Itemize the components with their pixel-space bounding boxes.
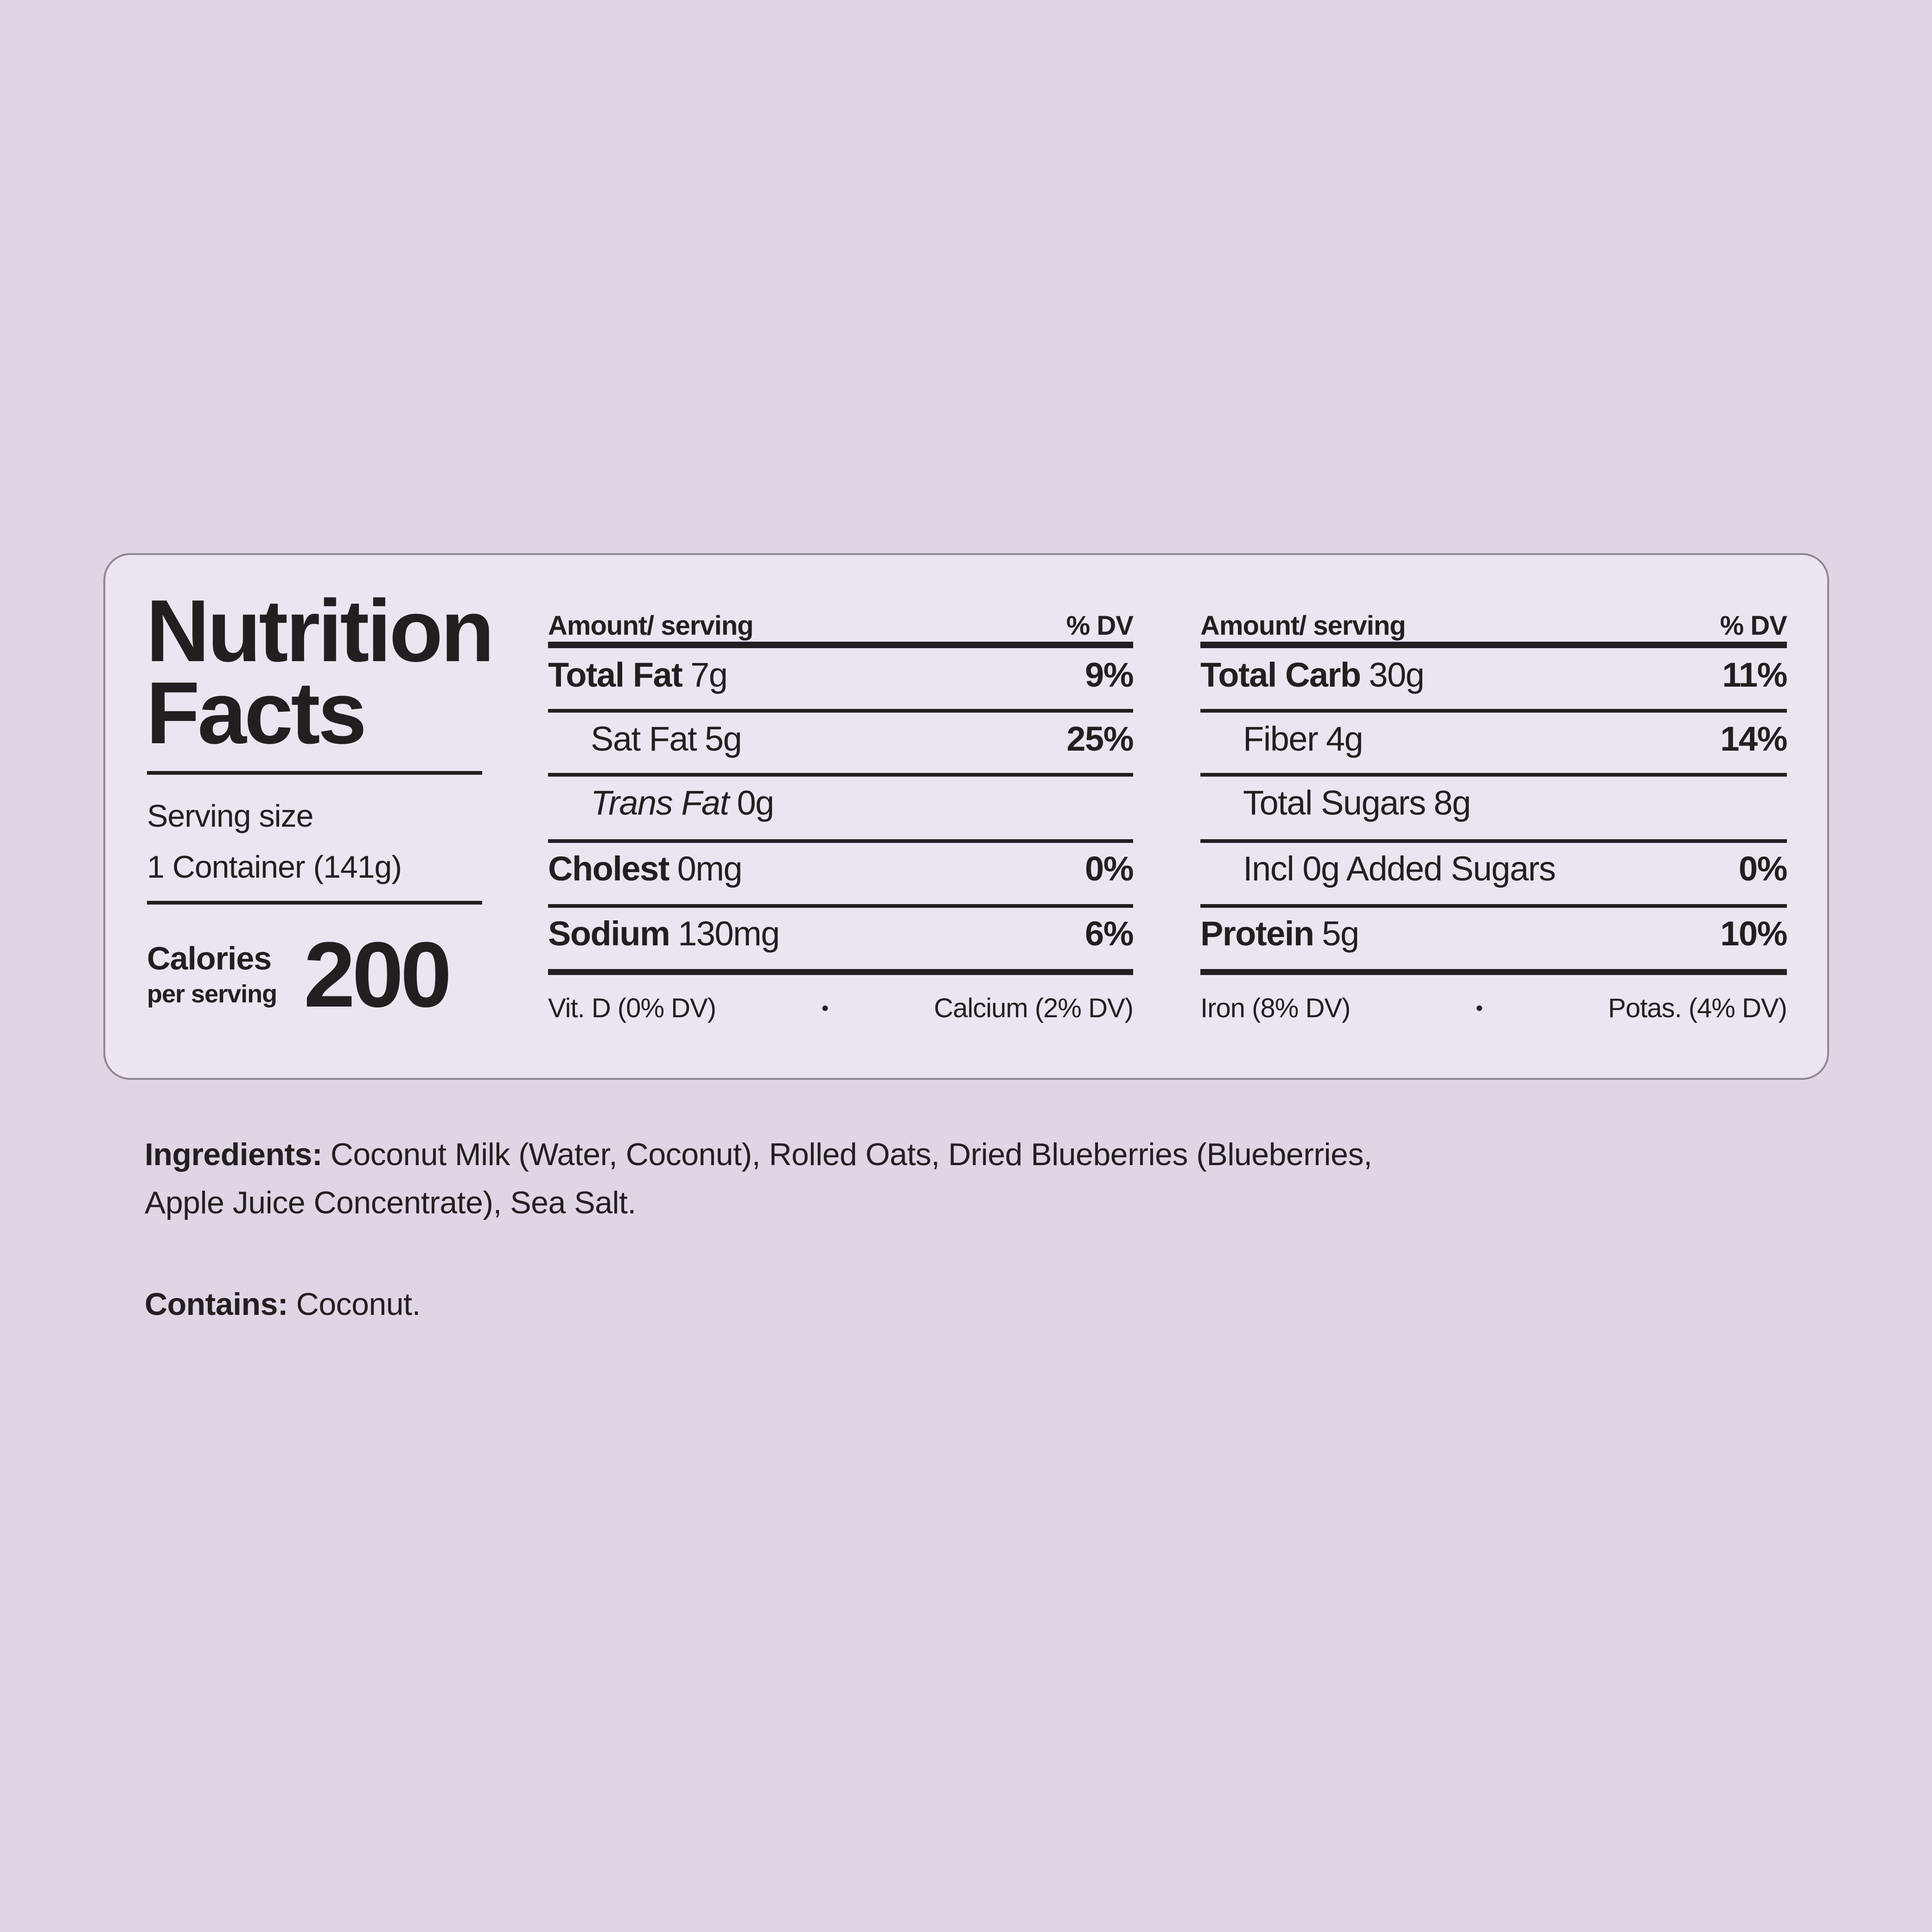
title-line-1: Nutrition [146, 582, 494, 680]
nutrient-row-cholesterol: Cholest 0mg 0% [548, 849, 1134, 892]
nutrient-row-added-sugars: Incl 0g Added Sugars 0% [1200, 852, 1787, 892]
nutrient-dv: 0% [1739, 849, 1787, 888]
micronutrient-footer: Vit. D (0% DV) • Calcium (2% DV) [548, 993, 1134, 1024]
micronutrient-right: Potas. (4% DV) [1608, 993, 1787, 1023]
nutrient-amount: 5g [1322, 914, 1359, 953]
nutrient-amount: 0g [737, 784, 774, 822]
serving-size-label: Serving size [147, 798, 313, 834]
nutrient-row-fiber: Fiber 4g 14% [1200, 722, 1787, 762]
nutrient-name: Total Fat [548, 656, 683, 694]
divider [147, 901, 482, 905]
column-header: Amount/ serving % DV [548, 601, 1134, 641]
row-rule [548, 773, 1133, 777]
nutrient-name: Total Carb [1200, 656, 1361, 694]
nutrient-row-sodium: Sodium 130mg 6% [548, 914, 1134, 956]
row-rule [1200, 773, 1787, 777]
nutrient-dv: 14% [1720, 720, 1787, 758]
nutrient-name: Sat Fat [591, 720, 697, 758]
column-header: Amount/ serving % DV [1200, 601, 1787, 641]
calories-sublabel: per serving [147, 980, 277, 1008]
nutrient-column-1: Amount/ serving % DV Total Fat 7g 9% Sat … [548, 555, 1134, 1082]
nutrition-facts-panel: Nutrition Facts Serving size 1 Container… [103, 553, 1829, 1080]
micronutrient-footer: Iron (8% DV) • Potas. (4% DV) [1200, 993, 1787, 1024]
nutrient-dv: 0% [1085, 849, 1134, 888]
bullet-separator: • [821, 996, 829, 1020]
nutrient-dv: 10% [1720, 914, 1787, 953]
header-rule [1200, 642, 1787, 648]
nutrient-dv: 25% [1066, 720, 1134, 758]
divider [147, 771, 482, 775]
nutrient-name: Trans Fat [591, 784, 729, 822]
amount-per-serving-header: Amount/ serving [548, 611, 754, 641]
nutrient-dv: 11% [1722, 656, 1787, 694]
micronutrient-right: Calcium (2% DV) [934, 993, 1134, 1023]
nutrient-amount: 7g [690, 656, 728, 694]
nutrient-row-total-fat: Total Fat 7g 9% [548, 656, 1134, 698]
percent-dv-header: % DV [1066, 611, 1134, 641]
nutrient-dv: 6% [1085, 914, 1134, 953]
serving-size-value: 1 Container (141g) [147, 849, 402, 885]
nutrient-row-sat-fat: Sat Fat 5g 25% [548, 720, 1134, 762]
nutrient-amount: 5g [704, 720, 742, 758]
nutrient-amount: 4g [1326, 720, 1364, 758]
bullet-separator: • [1476, 996, 1483, 1020]
nutrient-column-2: Amount/ serving % DV Total Carb 30g 11% F… [1200, 555, 1787, 1082]
row-rule [548, 904, 1133, 908]
nutrient-row-total-carb: Total Carb 30g 11% [1200, 658, 1787, 698]
row-rule [548, 839, 1133, 843]
nutrient-name: Cholest [548, 849, 670, 888]
row-rule [1200, 904, 1787, 908]
row-rule [1200, 709, 1787, 713]
footer-rule [1200, 969, 1787, 975]
nutrient-name: Total Sugars [1243, 784, 1426, 822]
nutrient-name: Protein [1200, 914, 1314, 953]
nutrient-name: Incl 0g Added Sugars [1243, 849, 1556, 888]
contains-value: Coconut. [296, 1287, 421, 1322]
ingredients-list: Coconut Milk (Water, Coconut), Rolled Oa… [330, 1137, 1372, 1172]
row-rule [548, 709, 1133, 713]
footer-rule [548, 969, 1133, 975]
nutrient-name: Fiber [1243, 720, 1319, 758]
calories-label: Calories [147, 940, 272, 976]
nutrient-name: Sodium [548, 914, 670, 953]
contains-label: Contains: [145, 1287, 288, 1322]
ingredients-label: Ingredients: [145, 1137, 323, 1172]
ingredients-text: Ingredients: Coconut Milk (Water, Coconut… [145, 1130, 1814, 1227]
nutrient-dv: 9% [1085, 656, 1134, 694]
calories-value: 200 [304, 923, 452, 1027]
micronutrient-left: Iron (8% DV) [1200, 993, 1351, 1023]
amount-per-serving-header: Amount/ serving [1200, 611, 1406, 641]
title-line-2: Facts [146, 663, 367, 762]
header-rule [548, 642, 1133, 648]
nutrition-facts-title: Nutrition Facts [146, 582, 494, 762]
ingredients-line-2: Apple Juice Concentrate), Sea Salt. [145, 1185, 636, 1221]
micronutrient-left: Vit. D (0% DV) [548, 993, 716, 1023]
nutrient-row-trans-fat: Trans Fat 0g [548, 786, 1133, 826]
nutrient-amount: 0mg [677, 849, 743, 888]
nutrient-row-total-sugars: Total Sugars 8g [1200, 786, 1787, 826]
nutrient-amount: 30g [1369, 656, 1424, 694]
ingredients-line-1: Ingredients: Coconut Milk (Water, Coconut… [145, 1130, 1814, 1179]
nutrient-amount: 130mg [678, 914, 780, 953]
percent-dv-header: % DV [1720, 611, 1787, 641]
contains-text: Contains: Coconut. [145, 1281, 1814, 1328]
nutrient-row-protein: Protein 5g 10% [1200, 917, 1787, 956]
row-rule [1200, 839, 1787, 843]
nutrient-amount: 8g [1434, 784, 1471, 822]
